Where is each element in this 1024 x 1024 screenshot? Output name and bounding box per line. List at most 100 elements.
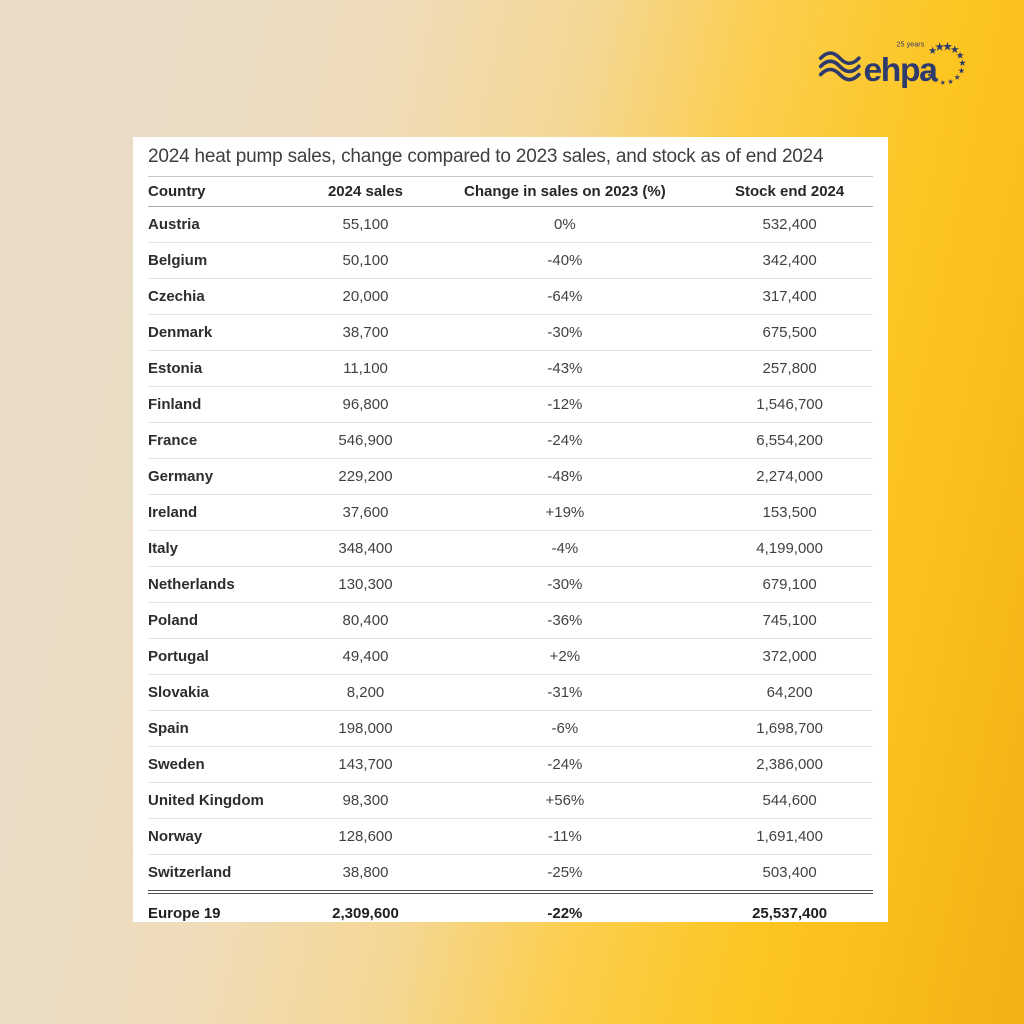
change-cell: -12% bbox=[423, 386, 707, 423]
header-row: Country 2024 sales Change in sales on 20… bbox=[148, 177, 873, 207]
sales-cell: 38,700 bbox=[307, 314, 424, 351]
change-cell: -30% bbox=[423, 566, 707, 603]
change-cell: -25% bbox=[547, 864, 583, 881]
change-cell: -43% bbox=[423, 350, 707, 387]
country-cell: Norway bbox=[148, 818, 308, 855]
stock-cell: 679,100 bbox=[706, 566, 873, 603]
table-row: Austria 55,100 0% 532,400 bbox=[148, 206, 873, 243]
sales-cell: 546,900 bbox=[307, 422, 424, 459]
change-cell: -48% bbox=[423, 458, 707, 495]
change-cell: -24% bbox=[423, 746, 707, 783]
ehpa-logo-svg: ehpa 25 years bbox=[818, 39, 966, 89]
change-cell: -4% bbox=[423, 530, 707, 567]
stock-cell: 745,100 bbox=[706, 602, 873, 639]
table-row: Finland 96,800 -12% 1,546,700 bbox=[148, 386, 873, 423]
country-cell: Finland bbox=[148, 386, 308, 423]
sales-cell: 348,400 bbox=[307, 530, 424, 567]
table-row: Belgium 50,100 -40% 342,400 bbox=[148, 242, 873, 279]
stock-cell: 2,274,000 bbox=[706, 458, 873, 495]
column-header-country: Country bbox=[148, 177, 308, 207]
sales-cell: 130,300 bbox=[307, 566, 424, 603]
stock-cell: 2,386,000 bbox=[706, 746, 873, 783]
change-cell: -6% bbox=[423, 710, 707, 747]
stock-cell: 503,400 bbox=[762, 864, 817, 881]
table-row: Netherlands 130,300 -30% 679,100 bbox=[148, 566, 873, 603]
change-cell: -64% bbox=[423, 278, 707, 315]
table-row: Slovakia 8,200 -31% 64,200 bbox=[148, 674, 873, 711]
sales-cell: 143,700 bbox=[307, 746, 424, 783]
table-row: Sweden 143,700 -24% 2,386,000 bbox=[148, 746, 873, 783]
brand-text: ehpa bbox=[863, 52, 938, 89]
stock-cell: 257,800 bbox=[706, 350, 873, 387]
stock-cell: 153,500 bbox=[706, 494, 873, 531]
country-cell: Poland bbox=[148, 602, 308, 639]
anniversary-text: 25 years bbox=[896, 39, 924, 48]
sales-cell: 96,800 bbox=[307, 386, 424, 423]
stock-cell: 64,200 bbox=[706, 674, 873, 711]
stock-cell: 4,199,000 bbox=[706, 530, 873, 567]
country-cell: Spain bbox=[148, 710, 308, 747]
table-row: Denmark 38,700 -30% 675,500 bbox=[148, 314, 873, 351]
country-cell: Austria bbox=[148, 206, 308, 243]
change-cell: -24% bbox=[423, 422, 707, 459]
ehpa-logo: ehpa 25 years bbox=[818, 28, 968, 92]
sales-cell: 20,000 bbox=[307, 278, 424, 315]
country-cell: Netherlands bbox=[148, 566, 308, 603]
sales-cell: 50,100 bbox=[307, 242, 424, 279]
table-row: Ireland 37,600 +19% 153,500 bbox=[148, 494, 873, 531]
table-row: France 546,900 -24% 6,554,200 bbox=[148, 422, 873, 459]
column-header-change: Change in sales on 2023 (%) bbox=[423, 177, 707, 207]
table-row: Switzerland 38,800 -25% 503,400 bbox=[148, 855, 873, 893]
stock-cell: 372,000 bbox=[706, 638, 873, 675]
total-sales: 2,309,600 bbox=[307, 890, 424, 932]
country-cell: Czechia bbox=[148, 278, 308, 315]
change-cell: +19% bbox=[423, 494, 707, 531]
table-body: Austria 55,100 0% 532,400 Belgium 50,100 -40% 3… bbox=[148, 206, 873, 893]
table-card: 2024 heat pump sales, change compared to… bbox=[133, 137, 888, 932]
table-row: Norway 128,600 -11% 1,691,400 bbox=[148, 818, 873, 855]
country-cell: Portugal bbox=[148, 638, 308, 675]
column-header-sales: 2024 sales bbox=[307, 177, 424, 207]
stock-cell: 1,698,700 bbox=[706, 710, 873, 747]
table-row: Estonia 11,100 -43% 257,800 bbox=[148, 350, 873, 387]
sales-cell: 80,400 bbox=[307, 602, 424, 639]
change-cell: -31% bbox=[423, 674, 707, 711]
total-stock: 25,537,400 bbox=[706, 890, 873, 932]
sales-cell: 38,800 bbox=[342, 864, 389, 881]
stock-cell: 342,400 bbox=[706, 242, 873, 279]
total-label: Europe 19 bbox=[148, 890, 308, 932]
table-row: Italy 348,400 -4% 4,199,000 bbox=[148, 530, 873, 567]
country-cell: Sweden bbox=[148, 746, 308, 783]
sales-cell: 8,200 bbox=[307, 674, 424, 711]
sales-cell: 229,200 bbox=[307, 458, 424, 495]
change-cell: -11% bbox=[423, 818, 707, 855]
sales-cell: 11,100 bbox=[307, 350, 424, 387]
change-cell: 0% bbox=[423, 206, 707, 243]
stock-cell: 317,400 bbox=[706, 278, 873, 315]
change-cell: -40% bbox=[423, 242, 707, 279]
stock-cell: 675,500 bbox=[706, 314, 873, 351]
sales-cell: 128,600 bbox=[307, 818, 424, 855]
sales-table: Country 2024 sales Change in sales on 20… bbox=[148, 177, 873, 932]
waves-icon bbox=[818, 51, 861, 82]
stock-cell: 532,400 bbox=[706, 206, 873, 243]
country-cell: Ireland bbox=[148, 494, 308, 531]
country-cell: Belgium bbox=[148, 242, 308, 279]
country-cell: Denmark bbox=[148, 314, 308, 351]
stock-cell: 1,691,400 bbox=[706, 818, 873, 855]
change-cell: +56% bbox=[423, 782, 707, 819]
table-title: 2024 heat pump sales, change compared to… bbox=[148, 137, 873, 177]
table-row: Czechia 20,000 -64% 317,400 bbox=[148, 278, 873, 315]
country-cell: Italy bbox=[148, 530, 308, 567]
change-cell: -30% bbox=[423, 314, 707, 351]
table-row: Portugal 49,400 +2% 372,000 bbox=[148, 638, 873, 675]
country-cell: Switzerland bbox=[148, 864, 232, 881]
sales-cell: 98,300 bbox=[307, 782, 424, 819]
country-cell: Estonia bbox=[148, 350, 308, 387]
country-cell: Slovakia bbox=[148, 674, 308, 711]
stock-cell: 1,546,700 bbox=[706, 386, 873, 423]
stock-cell: 544,600 bbox=[706, 782, 873, 819]
total-change: -22% bbox=[423, 890, 707, 932]
table-row: Germany 229,200 -48% 2,274,000 bbox=[148, 458, 873, 495]
